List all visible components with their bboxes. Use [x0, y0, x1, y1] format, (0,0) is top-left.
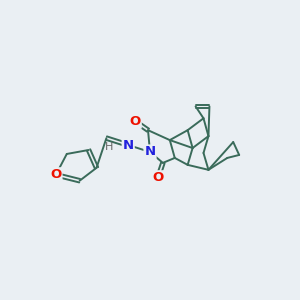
- Text: O: O: [130, 115, 141, 128]
- Text: H: H: [105, 142, 114, 152]
- Text: O: O: [152, 171, 164, 184]
- Text: N: N: [144, 146, 156, 158]
- Text: O: O: [50, 168, 62, 181]
- Text: N: N: [123, 139, 134, 152]
